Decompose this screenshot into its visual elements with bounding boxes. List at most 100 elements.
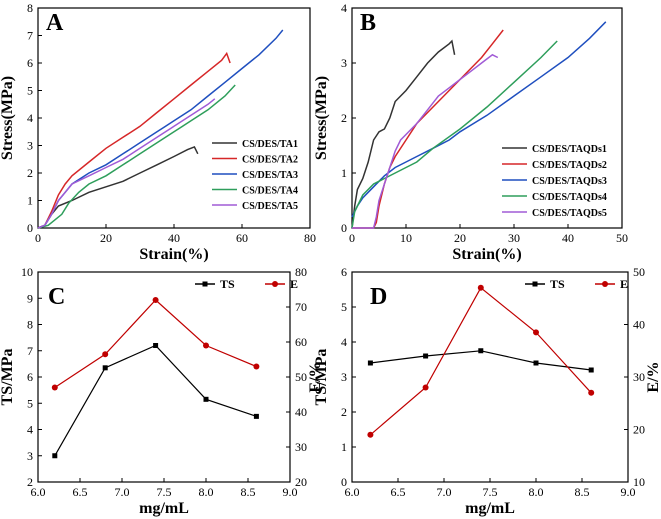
y-axis-label: TS/MPa xyxy=(0,349,16,406)
y-tick-label: 1 xyxy=(27,194,33,208)
y-tick-label: 4 xyxy=(27,423,33,437)
data-point-E xyxy=(203,342,209,349)
plot-frame xyxy=(351,271,629,483)
y-tick-label: 0 xyxy=(341,221,347,235)
series-line-CS/DES/TA1 xyxy=(37,145,199,229)
chart-panel-C: 6.0 6.5 7.0 7.5 8.0 8.5 9.0 2 3 4 5 6 7 8 9 10 20 30 40 50 6… xyxy=(0,265,324,517)
data-point-TS xyxy=(533,360,539,366)
y-tick-label: 3 xyxy=(341,370,347,384)
data-point-TS xyxy=(52,453,58,459)
data-point-E xyxy=(422,384,429,391)
series-line-E xyxy=(370,286,592,436)
y-tick-label: 0 xyxy=(27,221,33,235)
legend-label: CS/DES/TA1 xyxy=(242,139,298,150)
legend-marker xyxy=(202,281,208,287)
y-tick-label: 6 xyxy=(341,265,347,279)
y-right-tick-label: 20 xyxy=(295,475,307,489)
y-tick-label: 0 xyxy=(341,475,347,489)
x-tick-label: 9.0 xyxy=(283,485,298,499)
legend-label: CS/DES/TA3 xyxy=(242,170,298,181)
data-point-TS xyxy=(588,367,594,373)
panel-letter: A xyxy=(46,10,64,36)
x-axis-label: Strain(%) xyxy=(139,246,208,263)
y-tick-label: 2 xyxy=(341,111,347,125)
x-tick-label: 7.5 xyxy=(157,485,172,499)
data-point-TS xyxy=(423,353,429,359)
data-point-E xyxy=(152,297,159,303)
x-tick-label: 10 xyxy=(400,231,412,245)
y-right-tick-label: 30 xyxy=(295,440,307,454)
legend-label: TS xyxy=(550,277,565,291)
legend: CS/DES/TAQDs1 CS/DES/TAQDs2 CS/DES/TAQDs3 C… xyxy=(502,144,607,219)
y-tick-label: 1 xyxy=(341,166,347,180)
y-tick-label: 3 xyxy=(341,56,347,70)
x-tick-label: 0 xyxy=(349,231,355,245)
y-tick-label: 8 xyxy=(27,1,33,15)
y-tick-label: 3 xyxy=(27,139,33,153)
panel-letter: C xyxy=(48,284,65,310)
x-tick-label: 6.5 xyxy=(73,485,88,499)
data-point-E xyxy=(477,284,484,291)
y-tick-label: 7 xyxy=(27,29,33,43)
series-line-TS xyxy=(54,344,257,457)
x-tick-label: 50 xyxy=(616,231,628,245)
x-axis-label: mg/mL xyxy=(465,500,515,517)
chart-panel-D: 6.0 6.5 7.0 7.5 8.0 8.5 9.0 0 1 2 3 4 5 6 10 20 30 40 50 mg… xyxy=(313,265,661,517)
plot-frame xyxy=(37,271,291,483)
y-tick-label: 2 xyxy=(341,405,347,419)
x-tick-label: 30 xyxy=(508,231,520,245)
series-line-CS/DES/TAQDs2 xyxy=(352,29,504,229)
x-tick-label: 20 xyxy=(454,231,466,245)
y-right-tick-label: 40 xyxy=(633,318,645,332)
y-tick-label: 5 xyxy=(27,84,33,98)
series-line-TS xyxy=(370,350,592,371)
x-tick-label: 80 xyxy=(304,231,316,245)
series-line-CS/DES/TAQDs4 xyxy=(351,40,558,229)
legend: TS E xyxy=(195,277,298,291)
series-line-CS/DES/TA5 xyxy=(37,98,216,229)
x-tick-label: 8.5 xyxy=(241,485,256,499)
y-right-tick-label: 80 xyxy=(295,265,307,279)
series-line-CS/DES/TAQDs3 xyxy=(351,21,607,218)
y-tick-label: 10 xyxy=(21,265,33,279)
y-axis-label: TS/MPa xyxy=(313,349,330,406)
y-right-tick-label: 50 xyxy=(295,370,307,384)
data-point-E xyxy=(51,384,58,391)
y-right-tick-label: 10 xyxy=(633,475,645,489)
x-tick-label: 60 xyxy=(236,231,248,245)
y-right-tick-label: 60 xyxy=(295,335,307,349)
x-tick-label: 0 xyxy=(35,231,41,245)
y-right-tick-label: 20 xyxy=(633,423,645,437)
data-point-TS xyxy=(102,365,108,371)
legend-marker xyxy=(602,281,608,287)
y-tick-label: 4 xyxy=(341,1,347,15)
x-tick-label: 6.0 xyxy=(31,485,46,499)
data-point-E xyxy=(102,351,109,358)
legend-label: CS/DES/TAQDs3 xyxy=(532,176,607,187)
x-tick-label: 7.5 xyxy=(483,485,498,499)
legend: CS/DES/TA1 CS/DES/TA2 CS/DES/TA3 CS/DES/TA4… xyxy=(212,139,298,212)
y-right-tick-label: 40 xyxy=(295,405,307,419)
x-tick-label: 7.0 xyxy=(437,485,452,499)
legend-label: CS/DES/TA5 xyxy=(242,201,298,212)
y-right-tick-label: 30 xyxy=(633,370,645,384)
legend-label: CS/DES/TAQDs5 xyxy=(532,208,607,219)
series-line-CS/DES/TA2 xyxy=(37,51,231,229)
legend: TS E xyxy=(525,277,628,291)
series-line-CS/DES/TA3 xyxy=(37,29,284,229)
x-tick-label: 6.5 xyxy=(391,485,406,499)
data-point-TS xyxy=(203,396,209,402)
y-tick-label: 5 xyxy=(341,300,347,314)
x-tick-label: 40 xyxy=(562,231,574,245)
data-point-TS xyxy=(367,360,373,366)
x-tick-label: 20 xyxy=(100,231,112,245)
y-axis-label: Stress(MPa) xyxy=(0,76,16,160)
y-tick-label: 8 xyxy=(27,318,33,332)
y-tick-label: 5 xyxy=(27,396,33,410)
y-tick-label: 6 xyxy=(27,370,33,384)
x-tick-label: 8.0 xyxy=(529,485,544,499)
series-line-CS/DES/TAQDs5 xyxy=(352,53,499,229)
legend-label: E xyxy=(290,277,298,291)
data-point-TS xyxy=(153,343,159,348)
